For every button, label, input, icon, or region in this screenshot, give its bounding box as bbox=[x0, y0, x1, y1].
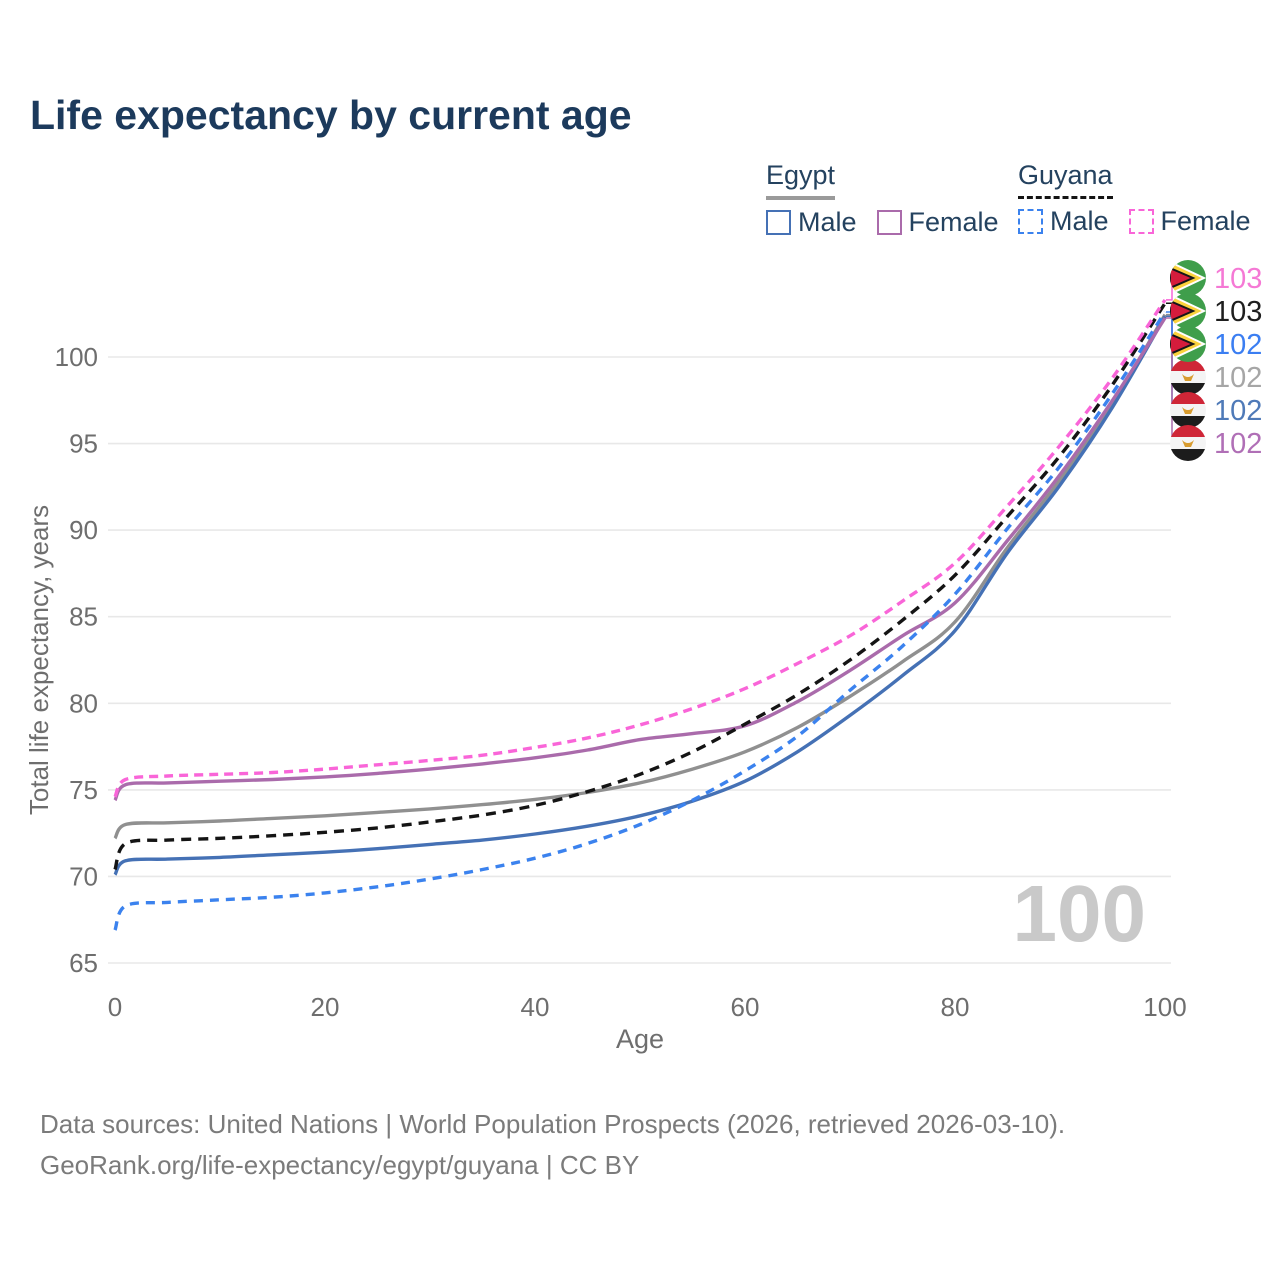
y-tick-label: 100 bbox=[55, 342, 98, 372]
x-tick-label: 80 bbox=[941, 992, 970, 1022]
legend-label-guyana-male: Male bbox=[1050, 206, 1109, 236]
x-tick-label: 20 bbox=[311, 992, 340, 1022]
end-value-label-egypt-total: 102 bbox=[1214, 362, 1262, 394]
legend-label-egypt-male: Male bbox=[798, 207, 857, 237]
flag-egypt-icon bbox=[1170, 392, 1206, 428]
y-tick-label: 65 bbox=[69, 948, 98, 978]
legend-swatch-guyana-female-icon bbox=[1128, 209, 1154, 234]
series-layer bbox=[113, 298, 1167, 931]
legend-label-guyana-female: Female bbox=[1160, 206, 1251, 236]
legend-item-guyana-female[interactable]: Female bbox=[1128, 206, 1251, 237]
x-tick-label: 60 bbox=[731, 992, 760, 1022]
chart-legend: Egypt Male Female Guyana Male bbox=[0, 160, 1280, 240]
flag-egypt-icon bbox=[1170, 425, 1206, 461]
x-tick-label: 40 bbox=[521, 992, 550, 1022]
series-line-egypt-male bbox=[113, 315, 1167, 876]
y-tick-label: 75 bbox=[69, 775, 98, 805]
legend-item-egypt-female[interactable]: Female bbox=[876, 207, 999, 238]
legend-swatch-egypt-male-icon bbox=[766, 210, 791, 235]
y-axis-title: Total life expectancy, years bbox=[24, 505, 54, 815]
series-line-guyana-male bbox=[113, 311, 1167, 931]
legend-swatch-guyana-male-icon bbox=[1018, 209, 1043, 234]
legend-group-guyana: Guyana Male Female bbox=[1018, 160, 1271, 237]
flag-guyana-icon bbox=[1170, 260, 1206, 296]
y-tick-label: 85 bbox=[69, 602, 98, 632]
legend-country-guyana[interactable]: Guyana bbox=[1018, 160, 1113, 199]
x-tick-label: 100 bbox=[1143, 992, 1186, 1022]
end-value-label-guyana-male: 102 bbox=[1214, 329, 1262, 361]
y-tick-label: 95 bbox=[69, 429, 98, 459]
legend-item-guyana-male[interactable]: Male bbox=[1018, 206, 1109, 237]
footer-data-sources: Data sources: United Nations | World Pop… bbox=[40, 1109, 1066, 1139]
legend-swatch-egypt-female-icon bbox=[876, 210, 902, 235]
series-line-egypt-total bbox=[113, 313, 1167, 840]
legend-item-egypt-male[interactable]: Male bbox=[766, 207, 857, 238]
hover-age-watermark: 100 bbox=[1013, 869, 1146, 958]
series-line-guyana-total bbox=[113, 302, 1167, 871]
flag-guyana-icon bbox=[1170, 293, 1206, 329]
legend-group-egypt: Egypt Male Female bbox=[766, 160, 1019, 238]
footer: Data sources: United Nations | World Pop… bbox=[40, 1104, 1065, 1186]
x-axis-title: Age bbox=[616, 1024, 664, 1054]
grid-layer: 65 70 75 80 85 90 95 100 0 20 40 60 80 100 bbox=[55, 342, 1187, 1022]
end-value-label-egypt-male: 102 bbox=[1214, 395, 1262, 427]
end-value-label-guyana-female: 103 bbox=[1214, 263, 1262, 295]
end-value-label-guyana-total: 103 bbox=[1214, 296, 1262, 328]
flag-guyana-icon bbox=[1170, 326, 1206, 362]
end-value-label-egypt-female: 102 bbox=[1214, 428, 1262, 460]
footer-attribution: GeoRank.org/life-expectancy/egypt/guyana… bbox=[40, 1150, 640, 1180]
y-tick-label: 70 bbox=[69, 861, 98, 891]
y-tick-label: 80 bbox=[69, 688, 98, 718]
legend-country-egypt[interactable]: Egypt bbox=[766, 160, 836, 200]
legend-label-egypt-female: Female bbox=[908, 207, 999, 237]
x-tick-label: 0 bbox=[108, 992, 122, 1022]
series-line-egypt-female bbox=[113, 317, 1167, 802]
page-title: Life expectancy by current age bbox=[30, 92, 632, 138]
flag-egypt-icon bbox=[1170, 359, 1206, 395]
y-tick-label: 90 bbox=[69, 515, 98, 545]
